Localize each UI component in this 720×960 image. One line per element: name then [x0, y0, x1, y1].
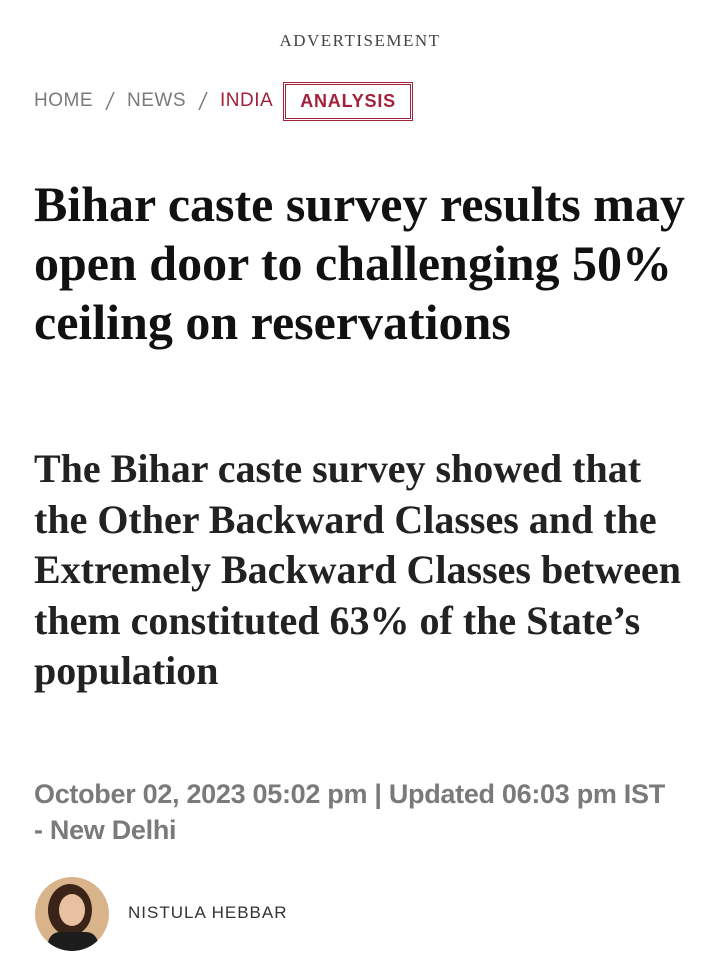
standfirst: The Bihar caste survey showed that the O… — [34, 446, 681, 693]
headline: Bihar caste survey results may open door… — [34, 176, 685, 350]
author-name[interactable]: NISTULA HEBBAR — [128, 903, 288, 922]
breadcrumb-link[interactable]: INDIA — [220, 90, 274, 111]
breadcrumb-link[interactable]: HOME — [34, 90, 93, 111]
ad-label: ADVERTISEMENT — [279, 31, 441, 50]
breadcrumb-link[interactable]: NEWS — [127, 90, 186, 111]
dateline: October 02, 2023 05:02 pm | Updated 06:0… — [34, 779, 665, 845]
breadcrumb: HOME NEWS INDIA ANALYSIS — [34, 80, 413, 122]
category-tag[interactable]: ANALYSIS — [283, 81, 413, 121]
author-avatar[interactable] — [34, 876, 110, 952]
separator — [105, 91, 115, 111]
separator — [198, 91, 208, 111]
